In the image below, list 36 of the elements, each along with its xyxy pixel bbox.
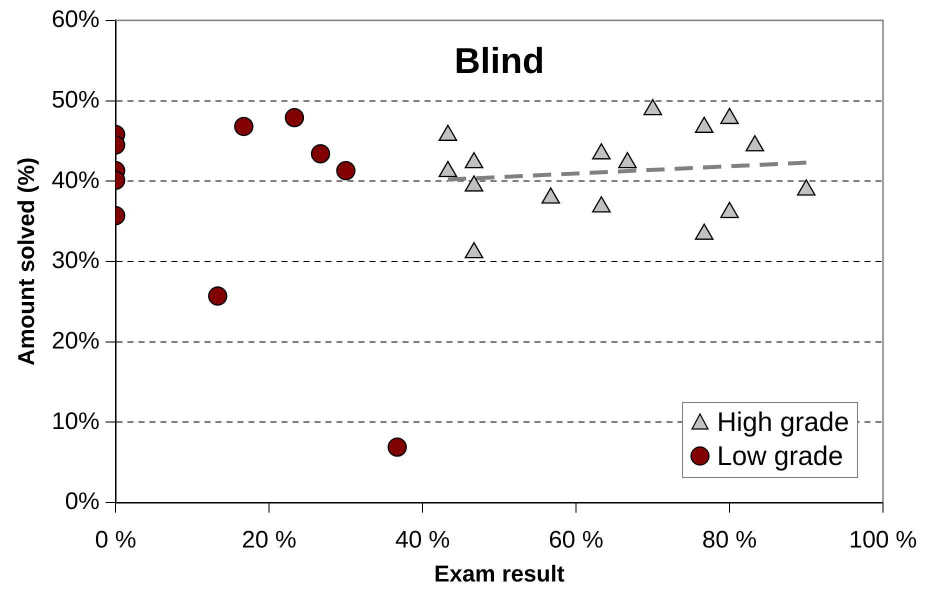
point [746,135,764,152]
point [720,202,739,218]
point [208,286,228,306]
x-tick-label: 100 % [848,526,918,554]
x-tick-label: 60 % [548,526,604,554]
y-tick-label: 60% [52,6,100,34]
x-tick-label: 0 % [94,526,136,554]
legend-label: High grade [717,406,850,439]
point [643,98,662,116]
x-axis-title: Exam result [434,560,565,587]
point [592,143,611,160]
y-tick-label: 30% [52,247,100,274]
y-tick-label: 0% [64,488,100,516]
point [464,152,484,168]
x-tick-label: 20 % [242,526,296,554]
point [438,160,458,178]
y-tick-label: 50% [52,86,100,114]
legend-label: Low grade [717,440,844,473]
point [720,108,739,124]
point [541,187,560,204]
x-tick-label: 40 % [395,526,450,554]
x-tick-label: 80 % [702,526,757,554]
point [438,124,458,141]
point [592,196,611,212]
y-tick-label: 10% [52,408,100,435]
text: Blind [454,40,544,82]
point [694,116,714,133]
point [694,224,714,240]
point [388,437,407,457]
point [618,152,637,168]
y-axis-title: Amount solved (%) [13,157,40,366]
point [796,179,816,196]
y-tick-label: 20% [52,327,100,354]
point [464,242,484,258]
y-tick-label: 40% [52,166,100,194]
point [464,175,484,192]
